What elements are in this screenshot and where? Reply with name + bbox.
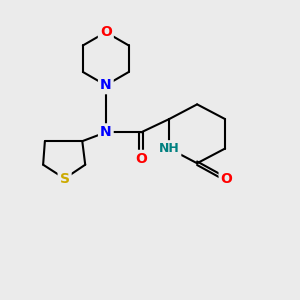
Text: S: S <box>60 172 70 186</box>
Text: O: O <box>135 152 147 166</box>
Text: N: N <box>100 78 112 92</box>
Text: O: O <box>220 172 232 186</box>
Text: N: N <box>100 125 112 139</box>
Text: NH: NH <box>159 142 179 155</box>
Text: O: O <box>100 25 112 39</box>
